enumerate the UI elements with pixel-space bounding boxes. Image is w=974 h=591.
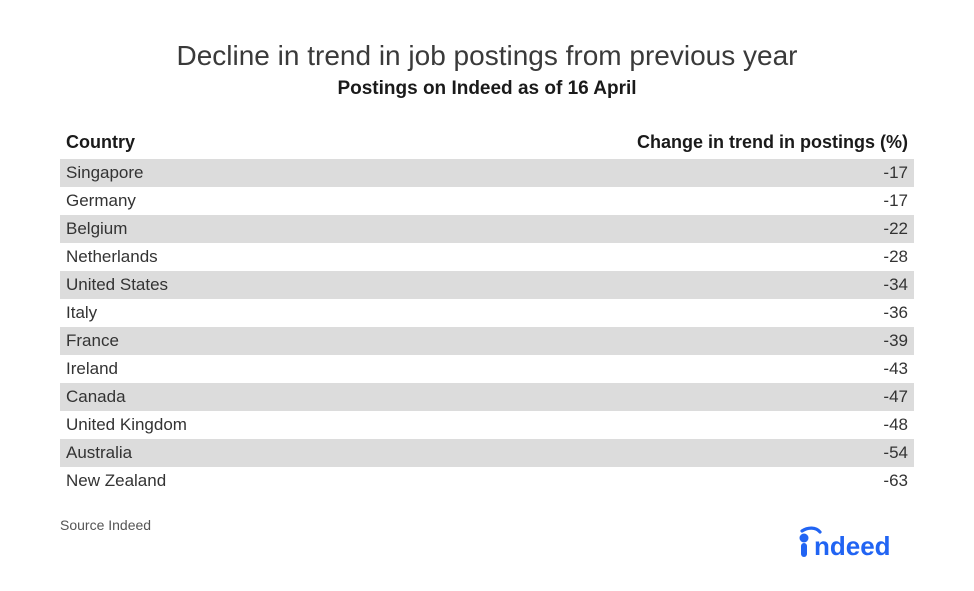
- chart-title: Decline in trend in job postings from pr…: [60, 40, 914, 72]
- cell-country: Italy: [60, 299, 333, 327]
- cell-country: United Kingdom: [60, 411, 333, 439]
- indeed-logo: ndeed: [794, 525, 914, 561]
- col-country: Country: [60, 126, 333, 159]
- cell-country: Netherlands: [60, 243, 333, 271]
- table-row: Australia-54: [60, 439, 914, 467]
- cell-country: Belgium: [60, 215, 333, 243]
- cell-country: Germany: [60, 187, 333, 215]
- cell-country: Ireland: [60, 355, 333, 383]
- col-change: Change in trend in postings (%): [333, 126, 914, 159]
- postings-table: Country Change in trend in postings (%) …: [60, 126, 914, 495]
- table-row: New Zealand-63: [60, 467, 914, 495]
- cell-change: -63: [333, 467, 914, 495]
- chart-subtitle: Postings on Indeed as of 16 April: [60, 78, 914, 100]
- cell-change: -28: [333, 243, 914, 271]
- cell-country: Australia: [60, 439, 333, 467]
- table-row: France-39: [60, 327, 914, 355]
- source-text: Source Indeed: [60, 517, 914, 533]
- cell-change: -39: [333, 327, 914, 355]
- table-row: Canada-47: [60, 383, 914, 411]
- cell-country: Canada: [60, 383, 333, 411]
- cell-change: -22: [333, 215, 914, 243]
- table-row: United Kingdom-48: [60, 411, 914, 439]
- cell-change: -47: [333, 383, 914, 411]
- table-row: Singapore-17: [60, 159, 914, 187]
- table-row: Belgium-22: [60, 215, 914, 243]
- svg-text:ndeed: ndeed: [814, 531, 891, 561]
- table-row: Netherlands-28: [60, 243, 914, 271]
- table-row: Italy-36: [60, 299, 914, 327]
- cell-change: -43: [333, 355, 914, 383]
- table-header-row: Country Change in trend in postings (%): [60, 126, 914, 159]
- cell-country: New Zealand: [60, 467, 333, 495]
- table-row: Germany-17: [60, 187, 914, 215]
- cell-country: France: [60, 327, 333, 355]
- cell-change: -54: [333, 439, 914, 467]
- cell-change: -36: [333, 299, 914, 327]
- cell-change: -48: [333, 411, 914, 439]
- cell-change: -34: [333, 271, 914, 299]
- cell-country: United States: [60, 271, 333, 299]
- table-row: Ireland-43: [60, 355, 914, 383]
- table-row: United States-34: [60, 271, 914, 299]
- cell-change: -17: [333, 159, 914, 187]
- cell-country: Singapore: [60, 159, 333, 187]
- cell-change: -17: [333, 187, 914, 215]
